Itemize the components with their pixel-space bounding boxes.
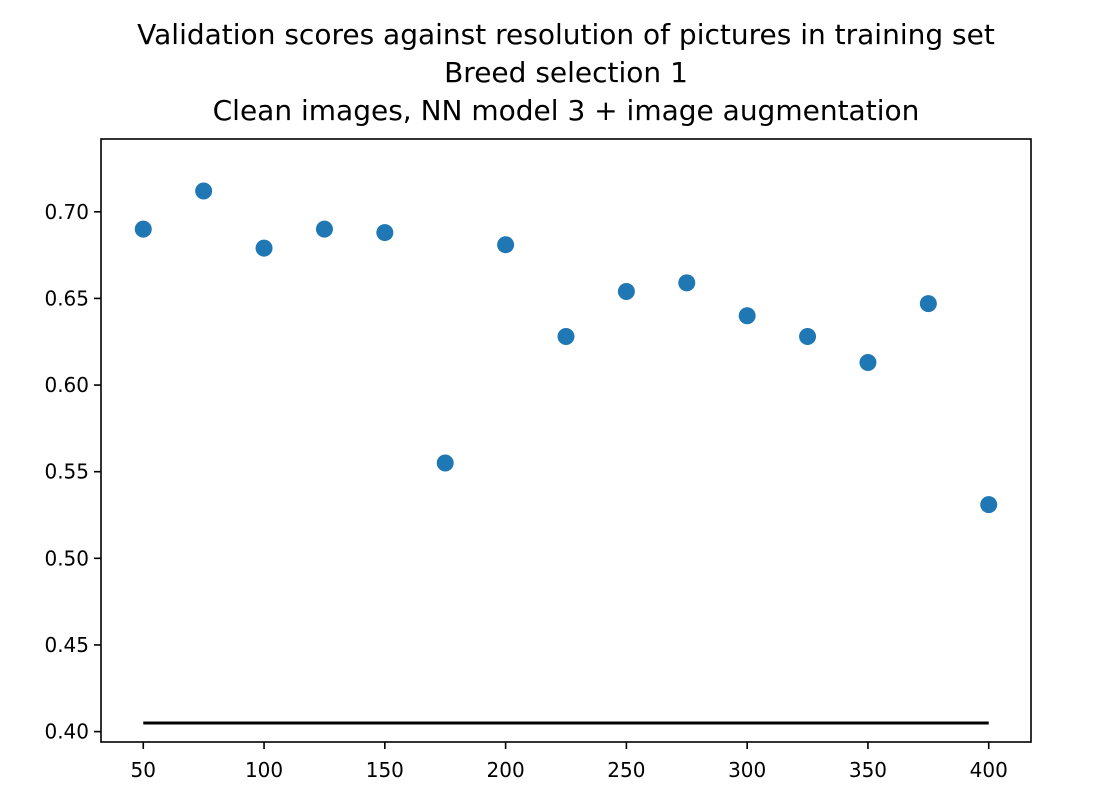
title-line-2: Breed selection 1: [444, 56, 688, 89]
scatter-point: [315, 220, 333, 238]
x-tick-label: 100: [245, 758, 283, 782]
axes-frame: [100, 138, 1032, 743]
title-line-3: Clean images, NN model 3 + image augment…: [213, 94, 920, 127]
y-tick-label: 0.40: [44, 720, 89, 744]
scatter-point: [617, 282, 635, 300]
scatter-point: [799, 328, 817, 346]
x-tick-label: 300: [728, 758, 766, 782]
x-axis: 50 100 150 200 250 300 350 400: [131, 742, 1008, 782]
y-axis: 0.40 0.45 0.50 0.55 0.60 0.65 0.70: [44, 200, 101, 744]
scatter-point: [195, 182, 213, 200]
scatter-point: [134, 220, 152, 238]
y-tick-label: 0.65: [44, 286, 89, 310]
scatter-point: [919, 295, 937, 313]
y-tick-label: 0.70: [44, 200, 89, 224]
y-tick-label: 0.50: [44, 546, 89, 570]
chart-title: Validation scores against resolution of …: [137, 18, 995, 127]
x-tick-label: 400: [970, 758, 1008, 782]
scatter-point: [497, 236, 515, 254]
x-tick-label: 250: [607, 758, 645, 782]
scatter-point: [859, 354, 877, 372]
x-tick-label: 350: [849, 758, 887, 782]
scatter-point: [255, 239, 273, 257]
scatter-point: [678, 274, 696, 292]
y-tick-label: 0.55: [44, 460, 89, 484]
y-tick-label: 0.60: [44, 373, 89, 397]
plot-area: [134, 182, 998, 725]
scatter-point: [436, 454, 454, 472]
y-tick-label: 0.45: [44, 633, 89, 657]
scatter-point: [980, 496, 998, 514]
scatter-point: [376, 224, 394, 242]
x-tick-label: 150: [366, 758, 404, 782]
scatter-point: [738, 307, 756, 325]
scatter-point: [557, 328, 575, 346]
x-tick-label: 50: [131, 758, 156, 782]
title-line-1: Validation scores against resolution of …: [137, 18, 995, 51]
x-tick-label: 200: [487, 758, 525, 782]
